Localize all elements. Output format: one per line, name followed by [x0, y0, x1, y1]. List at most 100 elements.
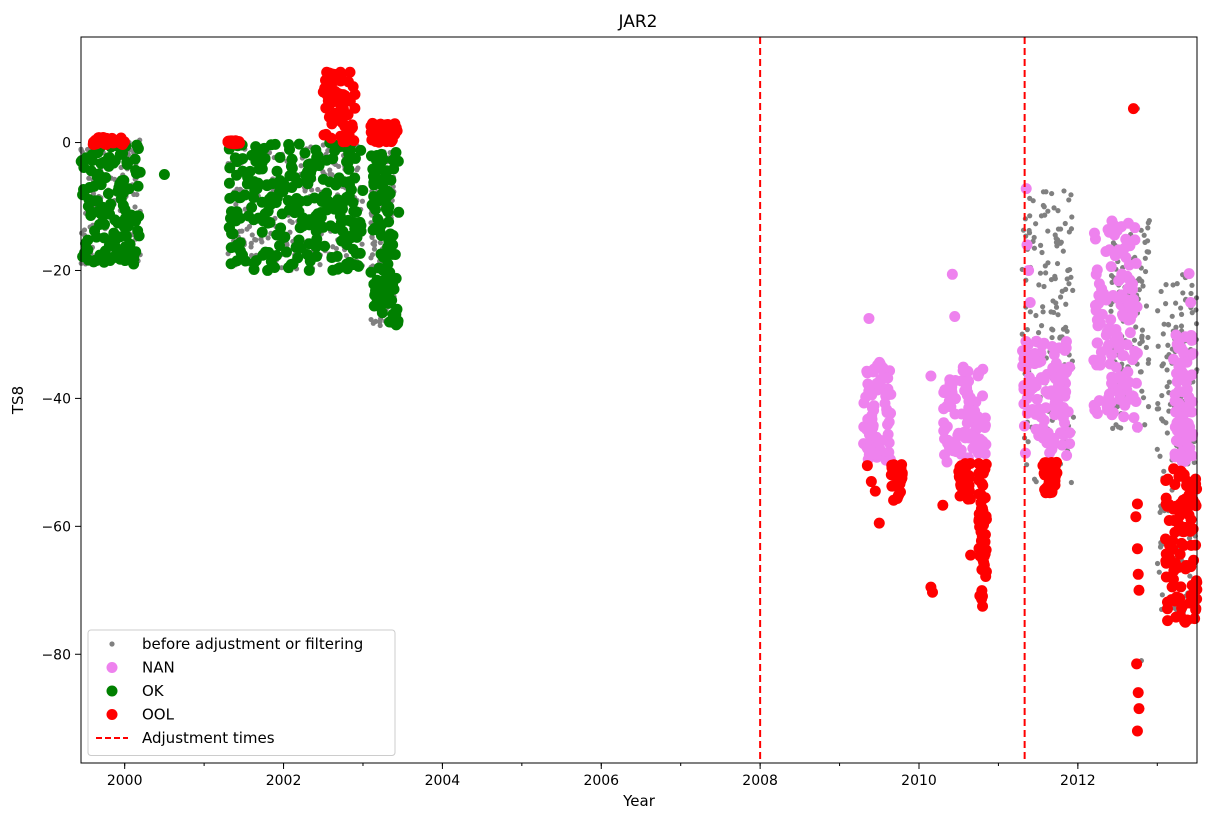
- series-2-cluster-1-point: [224, 192, 236, 204]
- series-1-point-6: [1023, 264, 1035, 276]
- series-3-cluster-8-point: [1177, 494, 1189, 506]
- series-2-cluster-1-point: [335, 216, 347, 228]
- series-2-cluster-2-point: [371, 149, 383, 161]
- series-1-cluster-3-point: [1091, 264, 1103, 276]
- series-1-cluster-3-point: [1104, 358, 1116, 370]
- series-1-point-2: [946, 268, 958, 280]
- series-1-cluster-1-point: [957, 365, 969, 377]
- series-0-cluster-0-point: [86, 175, 92, 181]
- series-3-cluster-8-point: [1163, 515, 1175, 527]
- series-0-cluster-3-point: [1051, 205, 1057, 211]
- series-3-cluster-2-point: [320, 128, 332, 140]
- series-1-point-11: [1185, 296, 1197, 308]
- series-0-cluster-3-point: [1060, 248, 1066, 254]
- series-2-cluster-1-point: [223, 177, 235, 189]
- series-0-cluster-5-point: [1189, 310, 1195, 316]
- series-0-cluster-5-point: [1164, 367, 1170, 373]
- series-0-cluster-3-point: [1049, 326, 1055, 332]
- series-0-cluster-3-point: [1040, 202, 1046, 209]
- series-0-cluster-5-point: [1158, 416, 1165, 422]
- series-0-cluster-3-point: [1040, 309, 1046, 315]
- series-0-cluster-3-point: [1042, 212, 1048, 218]
- series-3-point-17: [1133, 703, 1145, 715]
- series-2-cluster-1-point: [311, 250, 323, 262]
- series-1-point-0: [863, 312, 875, 324]
- series-3-cluster-2-point: [337, 103, 349, 115]
- series-0-cluster-3-point: [1068, 226, 1075, 232]
- series-3-cluster-4-point: [892, 490, 904, 502]
- series-0-cluster-4-point: [1145, 225, 1151, 231]
- series-0-cluster-3-point: [1045, 228, 1051, 234]
- series-1-cluster-3-point: [1093, 278, 1105, 290]
- series-3-point-0: [861, 460, 873, 472]
- series-2-cluster-0-point: [125, 209, 137, 221]
- series-3-cluster-1-point: [226, 135, 238, 147]
- series-0-cluster-5-point: [1156, 569, 1162, 575]
- series-1-cluster-2-point: [1044, 447, 1056, 459]
- series-0-cluster-4-point: [1145, 404, 1152, 410]
- series-2-cluster-1-point: [239, 189, 251, 201]
- legend-swatch-3: [106, 709, 118, 720]
- series-0-cluster-5-point: [1154, 560, 1161, 567]
- series-0-cluster-4-point: [1139, 278, 1145, 284]
- series-2-cluster-1-point: [265, 191, 277, 203]
- series-0-cluster-5-point: [1159, 363, 1165, 369]
- series-1-cluster-2-point: [1053, 384, 1065, 396]
- plot-frame: [80, 36, 1198, 764]
- series-1-cluster-3-point: [1100, 294, 1112, 306]
- series-2-cluster-1-point: [286, 182, 298, 194]
- series-2-cluster-1-point: [300, 169, 312, 181]
- series-2-cluster-2-point: [380, 165, 392, 177]
- series-0-cluster-3-point: [1052, 273, 1058, 279]
- series-1-cluster-2-point: [1033, 403, 1045, 415]
- series-3-cluster-2-point: [339, 90, 351, 102]
- series-3-cluster-8-point: [1188, 554, 1200, 566]
- series-2-cluster-1-point: [328, 203, 340, 215]
- legend-swatch-1: [106, 662, 118, 673]
- series-2-point-0: [158, 169, 170, 181]
- series-3-cluster-6-point: [980, 571, 992, 583]
- series-3-cluster-7-point: [1043, 476, 1055, 488]
- series-0-cluster-3-point: [1054, 243, 1060, 249]
- series-1-cluster-0-point: [866, 447, 878, 459]
- series-2-cluster-1-point: [310, 144, 322, 156]
- series-0-cluster-3-point: [1041, 283, 1047, 290]
- series-1-cluster-3-point: [1092, 320, 1104, 332]
- series-1-cluster-3-point: [1122, 282, 1134, 294]
- series-0-cluster-3-point: [1048, 309, 1054, 315]
- series-0-cluster-2-point: [371, 246, 378, 252]
- series-2-cluster-1-point: [344, 144, 356, 156]
- series-2-cluster-1-point: [299, 147, 311, 159]
- series-3-cluster-2-point: [348, 135, 360, 147]
- series-2-cluster-1-point: [345, 232, 357, 244]
- series-1-cluster-3-point: [1110, 327, 1122, 339]
- series-1-cluster-2-point: [1019, 447, 1031, 459]
- series-0-cluster-5-point: [1178, 323, 1185, 329]
- series-3-cluster-7-point: [1039, 457, 1051, 469]
- series-0-cluster-2-point: [371, 242, 378, 248]
- series-2-cluster-1-point: [244, 165, 256, 177]
- series-2-cluster-1-point: [248, 192, 260, 204]
- series-2-cluster-0-point: [80, 238, 92, 250]
- series-2-cluster-1-point: [253, 163, 265, 175]
- series-3-cluster-8-point: [1170, 611, 1182, 623]
- series-0-cluster-3-point: [1049, 190, 1055, 197]
- x-tick-label: 2004: [425, 773, 461, 789]
- series-1-cluster-3-point: [1106, 371, 1118, 383]
- series-2-cluster-2-point: [392, 155, 404, 167]
- series-3-cluster-8-point: [1189, 497, 1201, 509]
- series-0-cluster-3-point: [1066, 281, 1072, 287]
- series-3-cluster-8-point: [1172, 562, 1184, 574]
- series-0-cluster-1-point: [315, 186, 321, 193]
- series-1-cluster-4-point: [1171, 425, 1183, 437]
- series-3-cluster-8-point: [1187, 523, 1199, 535]
- series-2-cluster-1-point: [290, 241, 302, 253]
- x-tick-label: 2010: [901, 773, 937, 789]
- series-1-cluster-2-point: [1037, 426, 1049, 438]
- series-1-cluster-4-point: [1170, 329, 1182, 341]
- series-0-cluster-4-point: [1113, 422, 1119, 428]
- series-0-cluster-3-point: [1057, 226, 1064, 232]
- series-0-cluster-3-point: [1027, 195, 1033, 201]
- series-3-point-8: [977, 600, 989, 612]
